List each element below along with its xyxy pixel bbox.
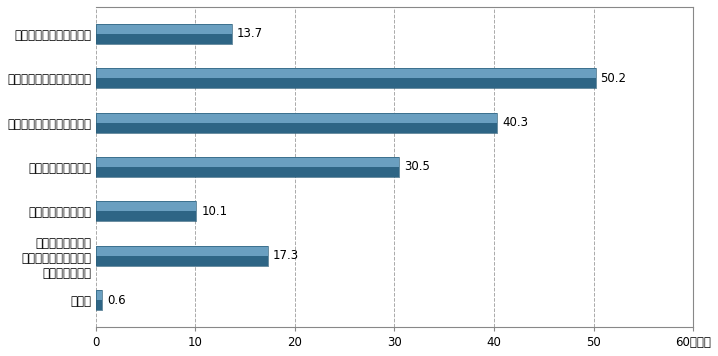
Bar: [95, 201, 196, 221]
Bar: [95, 157, 399, 177]
Bar: [95, 246, 268, 256]
Bar: [95, 256, 268, 266]
Bar: [95, 33, 232, 44]
Text: 40.3: 40.3: [502, 116, 528, 129]
Text: 50.2: 50.2: [600, 72, 627, 85]
Bar: [95, 167, 399, 177]
Bar: [95, 68, 595, 78]
Bar: [95, 68, 595, 88]
Bar: [95, 112, 497, 122]
Bar: [95, 300, 102, 310]
Bar: [95, 290, 102, 310]
Bar: [95, 211, 196, 221]
Bar: [95, 122, 497, 132]
Bar: [95, 157, 399, 167]
Bar: [95, 78, 595, 88]
Bar: [95, 112, 497, 132]
Bar: [95, 201, 196, 211]
Bar: [95, 23, 232, 33]
Bar: [95, 290, 102, 300]
Text: 30.5: 30.5: [404, 161, 430, 173]
Bar: [95, 23, 232, 44]
Text: 13.7: 13.7: [237, 27, 264, 40]
Text: 10.1: 10.1: [201, 205, 228, 218]
Bar: [95, 246, 268, 266]
Text: 0.6: 0.6: [107, 294, 126, 307]
Text: 17.3: 17.3: [273, 250, 299, 262]
